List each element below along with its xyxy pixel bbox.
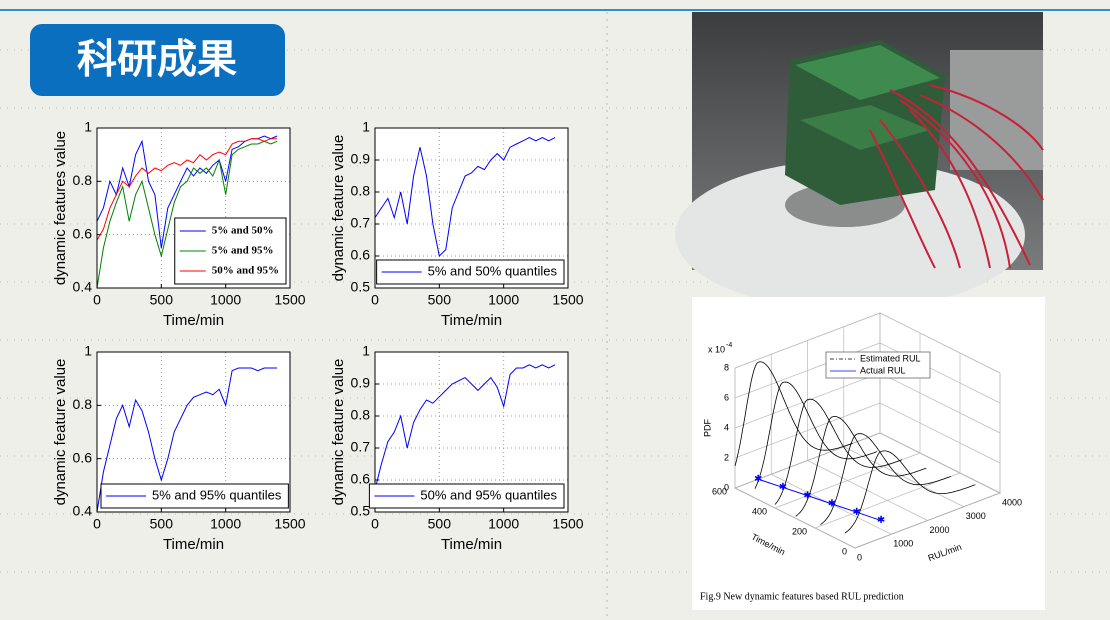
z-tick-label: 8 bbox=[724, 362, 729, 372]
y-tick-label: 0.8 bbox=[351, 183, 371, 199]
x-tick-label: 400 bbox=[752, 506, 767, 516]
y-tick-label: 1000 bbox=[893, 539, 913, 549]
slide-title: 科研成果 bbox=[77, 38, 237, 82]
y-axis-label: dynamic feature value bbox=[330, 135, 347, 282]
x-tick-label: 1500 bbox=[274, 516, 305, 532]
legend: 5% and 50% 5% and 95% 50% and 95% bbox=[175, 218, 286, 284]
z-tick-label: 6 bbox=[724, 392, 729, 402]
y-tick-label: 3000 bbox=[966, 511, 986, 521]
z-tick-label: 4 bbox=[724, 422, 729, 432]
legend-label: 50% and 95% bbox=[212, 265, 279, 277]
actual-rul-point: ✱ bbox=[877, 515, 885, 526]
legend-label: 50% and 95% quantiles bbox=[420, 487, 557, 502]
legend-label: 5% and 50% bbox=[212, 225, 274, 237]
x-tick-label: 1000 bbox=[488, 292, 519, 308]
y-tick-label: 0.5 bbox=[351, 503, 371, 519]
y-axis-label: dynamic feature value bbox=[330, 359, 347, 506]
y-tick-label: 0.7 bbox=[351, 439, 371, 455]
actual-rul-point: ✱ bbox=[852, 507, 860, 518]
y-tick-label: 1 bbox=[362, 119, 370, 135]
y-tick-label: 0.6 bbox=[73, 225, 93, 241]
y-tick-label: 0.9 bbox=[351, 375, 371, 391]
scale-exponent: -4 bbox=[726, 342, 732, 349]
legend: 50% and 95% quantiles bbox=[369, 484, 564, 508]
x-tick-label: 1500 bbox=[552, 292, 583, 308]
x-tick-label: 0 bbox=[371, 292, 379, 308]
y-axis-label: dynamic features value bbox=[52, 131, 69, 285]
y-tick-label: 1 bbox=[84, 343, 92, 359]
x-tick-label: 600 bbox=[712, 486, 727, 496]
legend-label: 5% and 50% quantiles bbox=[428, 263, 558, 278]
y-tick-label: 0.8 bbox=[351, 407, 371, 423]
y-tick-label: 0.9 bbox=[351, 151, 371, 167]
x-tick-label: 500 bbox=[428, 516, 452, 532]
y-tick-label: 1 bbox=[362, 343, 370, 359]
legend-label: Estimated RUL bbox=[860, 353, 921, 363]
legend-label: 5% and 95% quantiles bbox=[152, 487, 282, 502]
actual-rul-point: ✱ bbox=[828, 499, 836, 510]
x-axis-label: Time/min bbox=[163, 312, 224, 329]
x-tick-label: 500 bbox=[150, 292, 174, 308]
actual-rul-point: ✱ bbox=[754, 474, 762, 485]
z-tick-label: 2 bbox=[724, 452, 729, 462]
x-tick-label: 1000 bbox=[210, 516, 241, 532]
y-tick-label: 0.8 bbox=[73, 396, 93, 412]
figure-panel bbox=[692, 297, 1045, 610]
y-tick-label: 0.4 bbox=[73, 503, 93, 519]
actual-rul-point: ✱ bbox=[803, 490, 811, 501]
legend: 5% and 50% quantiles bbox=[377, 260, 564, 284]
x-tick-label: 500 bbox=[150, 516, 174, 532]
x-tick-label: 500 bbox=[428, 292, 452, 308]
x-tick-label: 200 bbox=[792, 526, 807, 536]
y-tick-label: 0.6 bbox=[73, 449, 93, 465]
x-axis-label: Time/min bbox=[441, 536, 502, 553]
y-tick-label: 0.6 bbox=[351, 471, 371, 487]
x-axis-label: Time/min bbox=[441, 312, 502, 329]
x-tick-label: 0 bbox=[93, 292, 101, 308]
y-tick-label: 0.7 bbox=[351, 215, 371, 231]
y-tick-label: 2000 bbox=[930, 525, 950, 535]
figure-caption: Fig.9 New dynamic features based RUL pre… bbox=[700, 591, 904, 602]
x-tick-label: 0 bbox=[93, 516, 101, 532]
y-tick-label: 0 bbox=[857, 552, 862, 562]
x-tick-label: 0 bbox=[842, 546, 847, 556]
x-tick-label: 1000 bbox=[488, 516, 519, 532]
y-tick-label: 0.6 bbox=[351, 247, 371, 263]
z-axis-label: PDF bbox=[702, 418, 712, 437]
legend: 5% and 95% quantiles bbox=[101, 484, 288, 508]
y-tick-label: 0.5 bbox=[351, 279, 371, 295]
x-tick-label: 0 bbox=[371, 516, 379, 532]
y-tick-label: 1 bbox=[84, 119, 92, 135]
y-tick-label: 0.4 bbox=[73, 279, 93, 295]
legend-label: 5% and 95% bbox=[212, 245, 274, 257]
y-tick-label: 0.8 bbox=[73, 172, 93, 188]
x-tick-label: 1500 bbox=[552, 516, 583, 532]
slide: 科研成果 Fig.9 New dynamic features based RU… bbox=[0, 0, 1110, 620]
photo bbox=[675, 12, 1043, 310]
x-axis-label: Time/min bbox=[163, 536, 224, 553]
y-axis-label: dynamic feature value bbox=[52, 359, 69, 506]
x-tick-label: 1500 bbox=[274, 292, 305, 308]
x-tick-label: 1000 bbox=[210, 292, 241, 308]
legend-label: Actual RUL bbox=[860, 365, 906, 375]
y-tick-label: 4000 bbox=[1002, 497, 1022, 507]
actual-rul-point: ✱ bbox=[779, 482, 787, 493]
scale-label: x 10 bbox=[708, 344, 725, 354]
